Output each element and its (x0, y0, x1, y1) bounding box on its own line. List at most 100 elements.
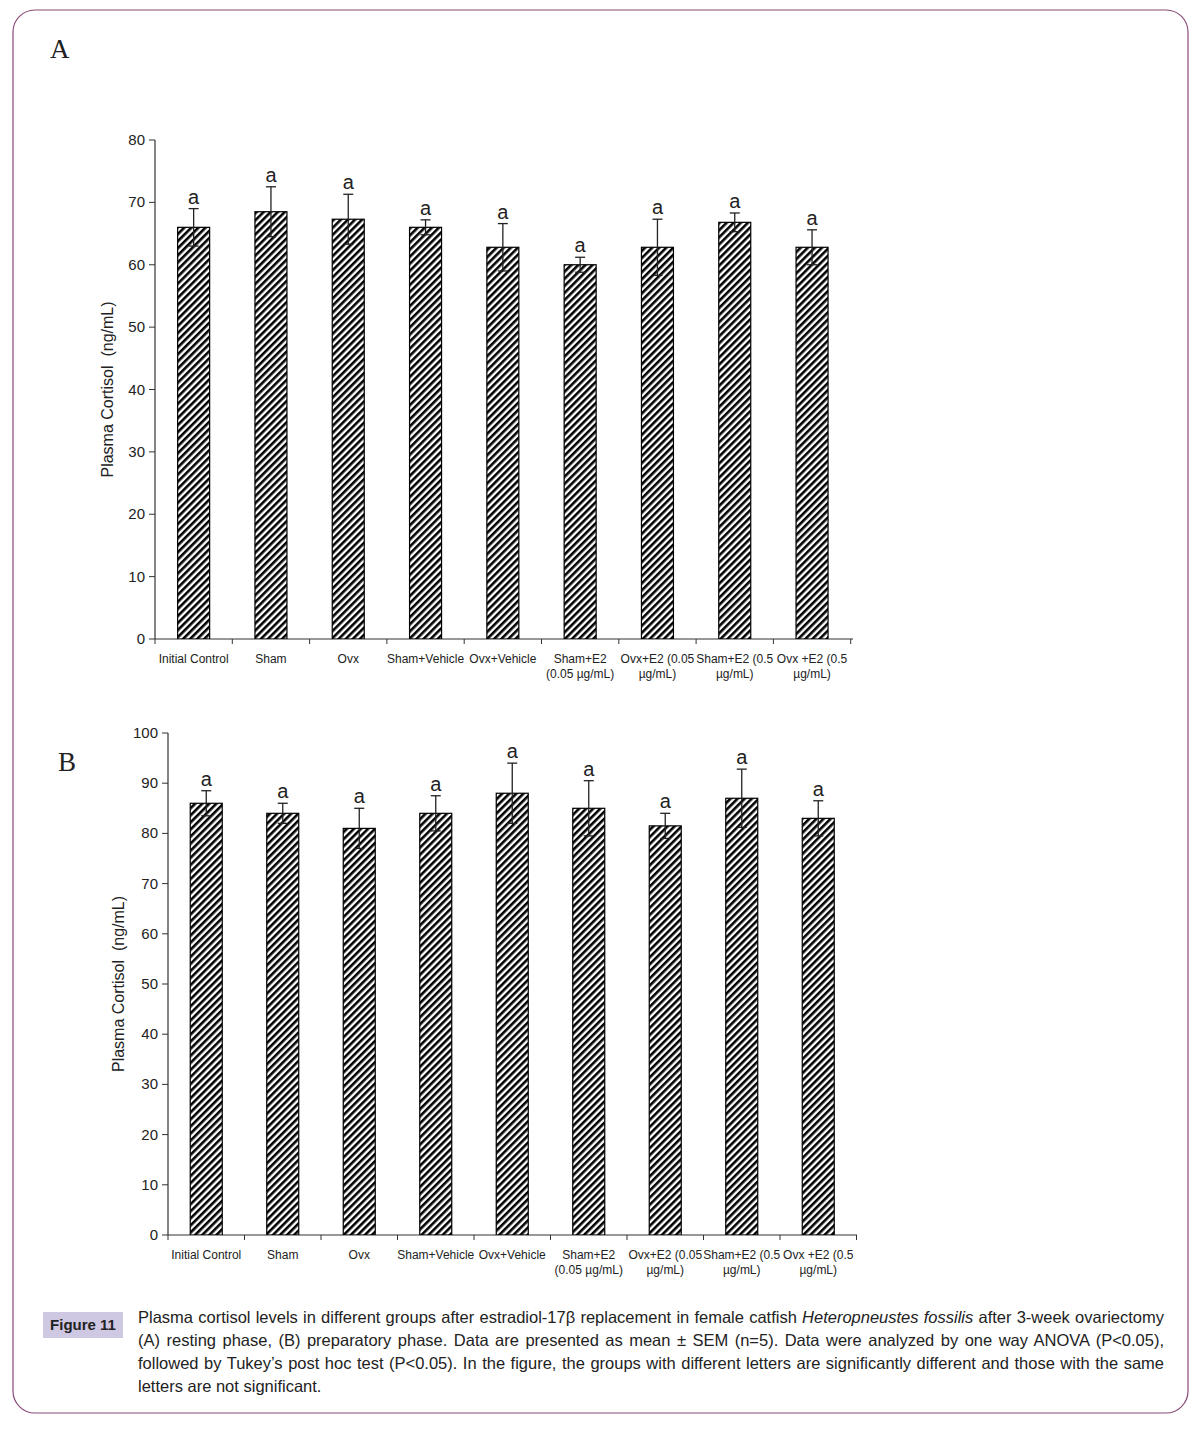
x-tick (464, 639, 465, 644)
error-cap (266, 186, 276, 187)
significance-letter: a (420, 197, 432, 219)
error-stem (580, 257, 581, 272)
x-tick-label: Ovx+Vehicle (479, 1248, 546, 1262)
y-tick (162, 933, 168, 934)
bar (496, 793, 528, 1235)
x-tick (386, 639, 387, 644)
error-bar (278, 803, 288, 823)
x-tick (627, 1235, 628, 1240)
error-cap (421, 234, 431, 235)
y-tick (149, 140, 155, 141)
y-tick (149, 576, 155, 577)
x-tick-label: Ovx (349, 1248, 370, 1262)
error-cap (660, 813, 670, 814)
x-tick-label: Ovx+E2 (0.05µg/mL) (628, 1248, 702, 1277)
error-bar (354, 808, 364, 848)
x-tick-label: Ovx +E2 (0.5µg/mL) (783, 1248, 854, 1277)
bar (420, 813, 452, 1235)
significance-letter: a (430, 773, 442, 795)
x-tick (856, 1235, 857, 1240)
error-stem (435, 796, 436, 831)
x-tick-label-line: Ovx +E2 (0.5 (783, 1248, 854, 1262)
caption-part: Plasma cortisol levels in different grou… (138, 1308, 802, 1326)
x-tick-label-line: (0.05 µg/mL) (546, 667, 614, 681)
y-tick (162, 1134, 168, 1135)
bar (190, 803, 222, 1235)
error-cap (343, 194, 353, 195)
y-tick (149, 639, 155, 640)
error-cap (431, 795, 441, 796)
y-tick (162, 733, 168, 734)
x-tick (168, 1235, 169, 1240)
y-tick (162, 833, 168, 834)
x-tick-label-line: Ovx (338, 652, 359, 666)
x-tick-label-line: Sham+Vehicle (387, 652, 464, 666)
x-tick (541, 639, 542, 644)
significance-letter: a (583, 758, 595, 780)
y-tick-label: 60 (128, 256, 145, 273)
y-tick-label: 80 (128, 131, 145, 148)
x-tick (696, 639, 697, 644)
y-tick (162, 883, 168, 884)
error-cap (575, 272, 585, 273)
y-axis-label: Plasma Cortisol (ng/mL) (110, 896, 127, 1072)
x-tick-label-line: Initial Control (171, 1248, 241, 1262)
chart-panel: APlasma Cortisol (ng/mL)0102030405060708… (50, 34, 853, 681)
x-tick-label-line: (0.05 µg/mL) (555, 1263, 623, 1277)
bar (796, 247, 828, 639)
error-cap (278, 803, 288, 804)
y-tick-label: 0 (150, 1226, 158, 1243)
y-tick (162, 1235, 168, 1236)
error-stem (811, 230, 812, 265)
error-cap (584, 835, 594, 836)
bar (719, 222, 751, 639)
error-bar (730, 213, 740, 232)
figure-svg: APlasma Cortisol (ng/mL)0102030405060708… (0, 0, 1203, 1430)
bar (410, 227, 442, 639)
x-tick (780, 1235, 781, 1240)
bar (267, 813, 299, 1235)
error-stem (818, 801, 819, 836)
bar (487, 247, 519, 639)
error-bar (813, 801, 823, 836)
y-tick-label: 90 (141, 774, 158, 791)
error-cap (507, 762, 517, 763)
x-tick-label-line: Sham+E2 (554, 652, 607, 666)
x-tick-label: Sham+E2(0.05 µg/mL) (546, 652, 614, 681)
y-tick (149, 451, 155, 452)
y-tick-label: 20 (128, 505, 145, 522)
significance-letter: a (660, 790, 672, 812)
error-stem (588, 781, 589, 836)
error-cap (201, 790, 211, 791)
significance-letter: a (497, 201, 509, 223)
error-bar (807, 230, 817, 265)
error-cap (737, 768, 747, 769)
x-tick (703, 1235, 704, 1240)
bar (726, 798, 758, 1235)
x-tick-label-line: Ovx+Vehicle (469, 652, 536, 666)
significance-letter: a (354, 785, 366, 807)
error-cap (807, 264, 817, 265)
error-stem (741, 769, 742, 827)
error-cap (652, 275, 662, 276)
x-tick-label: Sham+Vehicle (397, 1248, 474, 1262)
y-tick (149, 202, 155, 203)
x-tick-label-line: Ovx+E2 (0.05 (628, 1248, 702, 1262)
bar (178, 227, 210, 639)
error-cap (266, 236, 276, 237)
significance-letter: a (729, 190, 741, 212)
significance-letter: a (736, 746, 748, 768)
x-tick (618, 639, 619, 644)
y-tick (149, 514, 155, 515)
x-tick (155, 639, 156, 644)
y-tick-label: 60 (141, 925, 158, 942)
y-tick (149, 327, 155, 328)
x-tick-label: Initial Control (171, 1248, 241, 1262)
bar (255, 212, 287, 639)
x-tick-label-line: Sham (267, 1248, 298, 1262)
error-stem (502, 224, 503, 271)
significance-letter: a (813, 778, 825, 800)
error-cap (813, 835, 823, 836)
x-tick-label-line: Ovx +E2 (0.5 (777, 652, 848, 666)
chart-panel: BPlasma Cortisol (ng/mL)0102030405060708… (58, 724, 857, 1277)
